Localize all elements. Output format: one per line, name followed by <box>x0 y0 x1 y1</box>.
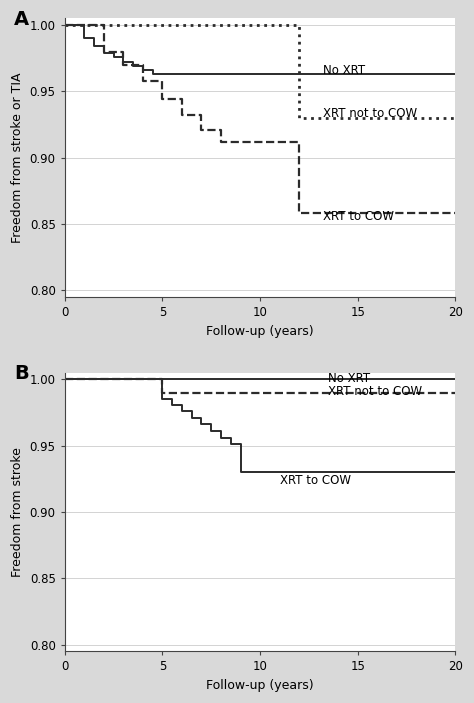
Text: No XRT: No XRT <box>323 65 365 77</box>
Text: No XRT: No XRT <box>328 372 371 385</box>
Y-axis label: Freedom from stroke: Freedom from stroke <box>11 447 24 577</box>
Text: A: A <box>14 10 29 29</box>
Text: XRT to COW: XRT to COW <box>323 209 393 223</box>
Text: XRT to COW: XRT to COW <box>280 474 351 486</box>
X-axis label: Follow-up (years): Follow-up (years) <box>206 325 314 337</box>
Y-axis label: Freedom from stroke or TIA: Freedom from stroke or TIA <box>11 72 24 243</box>
X-axis label: Follow-up (years): Follow-up (years) <box>206 679 314 692</box>
Text: B: B <box>14 364 28 383</box>
Text: XRT not to COW: XRT not to COW <box>328 385 423 398</box>
Text: XRT not to COW: XRT not to COW <box>323 108 417 120</box>
